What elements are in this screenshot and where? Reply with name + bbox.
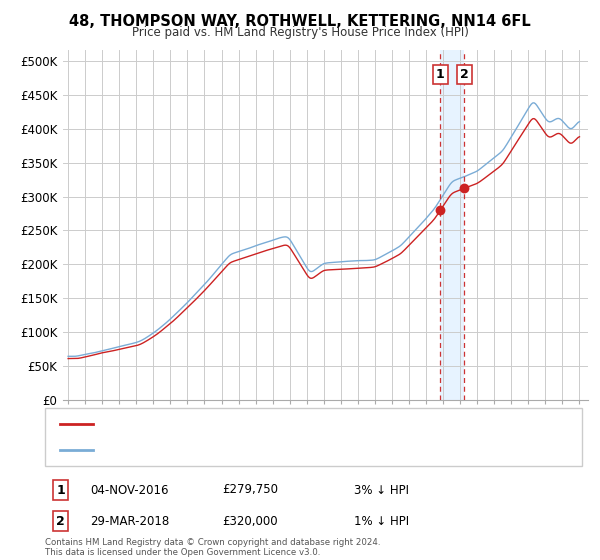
Text: £320,000: £320,000: [222, 515, 278, 528]
Text: 2: 2: [460, 68, 469, 81]
Text: 48, THOMPSON WAY, ROTHWELL, KETTERING, NN14 6FL: 48, THOMPSON WAY, ROTHWELL, KETTERING, N…: [69, 14, 531, 29]
Text: 1: 1: [56, 483, 65, 497]
Text: 48, THOMPSON WAY, ROTHWELL, KETTERING, NN14 6FL (detached house): 48, THOMPSON WAY, ROTHWELL, KETTERING, N…: [102, 419, 508, 429]
Text: 1% ↓ HPI: 1% ↓ HPI: [354, 515, 409, 528]
Text: 2: 2: [56, 515, 65, 528]
Point: [460, 184, 469, 193]
Text: 3% ↓ HPI: 3% ↓ HPI: [354, 483, 409, 497]
Text: HPI: Average price, detached house, North Northamptonshire: HPI: Average price, detached house, Nort…: [102, 445, 438, 455]
Text: Price paid vs. HM Land Registry's House Price Index (HPI): Price paid vs. HM Land Registry's House …: [131, 26, 469, 39]
Text: 04-NOV-2016: 04-NOV-2016: [90, 483, 169, 497]
Text: 1: 1: [436, 68, 445, 81]
Text: 29-MAR-2018: 29-MAR-2018: [90, 515, 169, 528]
Text: Contains HM Land Registry data © Crown copyright and database right 2024.
This d: Contains HM Land Registry data © Crown c…: [45, 538, 380, 557]
Text: £279,750: £279,750: [222, 483, 278, 497]
Point: [436, 206, 445, 214]
Bar: [440, 50, 464, 400]
